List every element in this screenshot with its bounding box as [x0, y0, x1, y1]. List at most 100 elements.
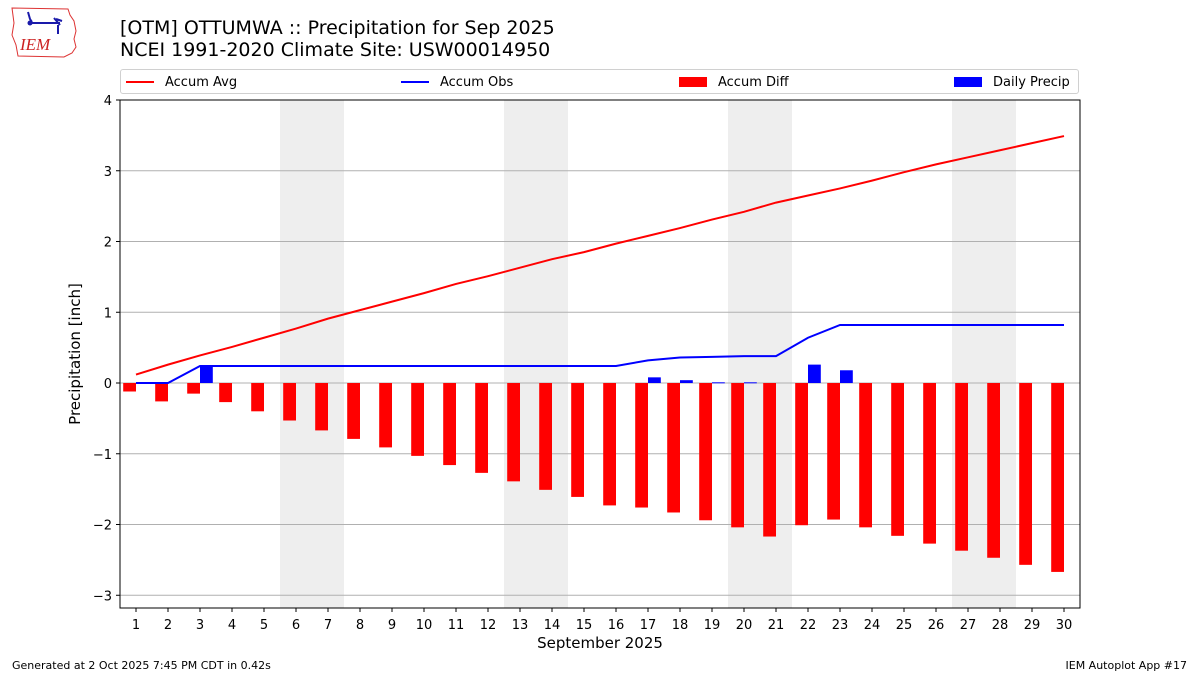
y-tick-label: 0 [104, 377, 112, 392]
x-tick-label: 16 [608, 618, 625, 633]
legend-swatch-daily-precip [954, 77, 982, 87]
x-tick-label: 29 [1024, 618, 1041, 633]
x-tick-label: 4 [228, 618, 236, 633]
legend-swatch-accum-obs [401, 81, 429, 83]
legend-label: Accum Obs [440, 74, 514, 90]
weather-station-icon [27, 11, 63, 34]
x-tick-label: 3 [196, 618, 204, 633]
accum-diff-bar [507, 383, 520, 482]
accum-obs-line [136, 323, 1064, 385]
chart-title: [OTM] OTTUMWA :: Precipitation for Sep 2… [120, 17, 555, 39]
legend: Accum Avg Accum Obs Accum Diff Daily Pre… [120, 69, 1079, 94]
x-tick-label: 9 [388, 618, 396, 633]
x-tick-label: 11 [448, 618, 465, 633]
legend-item-daily-precip: Daily Precip [954, 73, 1070, 91]
daily-precip-bar [648, 377, 661, 384]
x-tick-label: 10 [416, 618, 433, 633]
accum-diff-bar [795, 383, 808, 526]
legend-item-accum-diff: Accum Diff [679, 73, 789, 91]
accum-diff-bar [379, 383, 392, 448]
y-tick-label: 4 [104, 94, 112, 109]
x-tick-label: 24 [864, 618, 881, 633]
y-tick-label: −3 [93, 589, 112, 604]
x-tick-label: 2 [164, 618, 172, 633]
accum-diff-bar [155, 383, 168, 402]
daily-precip-bar [680, 380, 693, 384]
accum-diff-bar [315, 383, 328, 431]
x-tick-label: 15 [576, 618, 593, 633]
daily-precip-bar [808, 364, 821, 384]
accum-diff-bar [731, 383, 744, 528]
x-tick-label: 18 [672, 618, 689, 633]
plot-frame [119, 99, 1081, 609]
x-tick-label: 25 [896, 618, 913, 633]
weekend-shade [728, 100, 792, 608]
accum-diff-bar [411, 383, 424, 456]
accum-diff-bar [987, 383, 1000, 558]
accum-diff-bar [667, 383, 680, 513]
accum-diff-bar [443, 383, 456, 466]
x-tick-label: 19 [704, 618, 721, 633]
x-tick-label: 26 [928, 618, 945, 633]
x-tick-label: 30 [1056, 618, 1073, 633]
legend-item-accum-obs: Accum Obs [401, 73, 513, 91]
accum-diff-bar [923, 383, 936, 544]
accum-diff-bar [187, 383, 200, 394]
accum-diff-bar [859, 383, 872, 528]
accum-diff-bar [1019, 383, 1032, 565]
iem-logo: IEM [11, 7, 77, 58]
accum-avg-line [135, 135, 1065, 376]
accum-diff-bar [635, 383, 648, 508]
legend-swatch-accum-avg [126, 81, 154, 83]
accum-diff-bar [475, 383, 488, 473]
weekend-shade [280, 100, 344, 608]
x-tick-label: 13 [512, 618, 529, 633]
accum-diff-bar [219, 383, 232, 403]
daily-precip-bar [712, 382, 725, 384]
accum-diff-bar [763, 383, 776, 537]
x-tick-label: 27 [960, 618, 977, 633]
legend-swatch-accum-diff [679, 77, 707, 87]
daily-precip-bar [744, 382, 757, 384]
y-tick-label: 2 [104, 236, 112, 251]
y-tick-label: 3 [104, 165, 112, 180]
legend-label: Accum Avg [165, 74, 238, 90]
x-tick-label: 22 [800, 618, 817, 633]
y-tick-label: 1 [104, 306, 112, 321]
accum-diff-bar [1051, 383, 1064, 572]
accum-diff-bar [699, 383, 712, 521]
accum-diff-bar [603, 383, 616, 506]
logo-text: IEM [19, 35, 51, 54]
y-tick-label: −1 [93, 448, 112, 463]
x-tick-label: 6 [292, 618, 300, 633]
x-tick-label: 23 [832, 618, 849, 633]
x-tick-label: 12 [480, 618, 497, 633]
generated-timestamp: Generated at 2 Oct 2025 7:45 PM CDT in 0… [12, 659, 271, 672]
x-tick-label: 20 [736, 618, 753, 633]
chart-subtitle: NCEI 1991-2020 Climate Site: USW00014950 [120, 39, 551, 61]
accum-diff-bar [571, 383, 584, 497]
x-tick-label: 17 [640, 618, 657, 633]
x-axis-label: September 2025 [537, 634, 663, 652]
daily-precip-bar [840, 370, 853, 384]
daily-precip-bar [200, 366, 213, 384]
legend-label: Accum Diff [718, 74, 789, 90]
accum-diff-bar [251, 383, 264, 412]
x-tick-label: 1 [132, 618, 140, 633]
y-axis-label: Precipitation [inch] [66, 283, 84, 425]
x-tick-label: 14 [544, 618, 561, 633]
accum-diff-bar [123, 383, 136, 392]
autoplot-app-id: IEM Autoplot App #17 [1065, 659, 1188, 672]
accum-diff-bar [955, 383, 968, 551]
accum-diff-bar [283, 383, 296, 421]
x-tick-label: 28 [992, 618, 1009, 633]
legend-item-accum-avg: Accum Avg [126, 73, 237, 91]
accum-diff-bar [347, 383, 360, 439]
accum-diff-bar [891, 383, 904, 536]
x-tick-label: 8 [356, 618, 364, 633]
x-tick-label: 5 [260, 618, 268, 633]
x-tick-label: 21 [768, 618, 785, 633]
legend-label: Daily Precip [993, 74, 1070, 90]
weekend-shade [504, 100, 568, 608]
